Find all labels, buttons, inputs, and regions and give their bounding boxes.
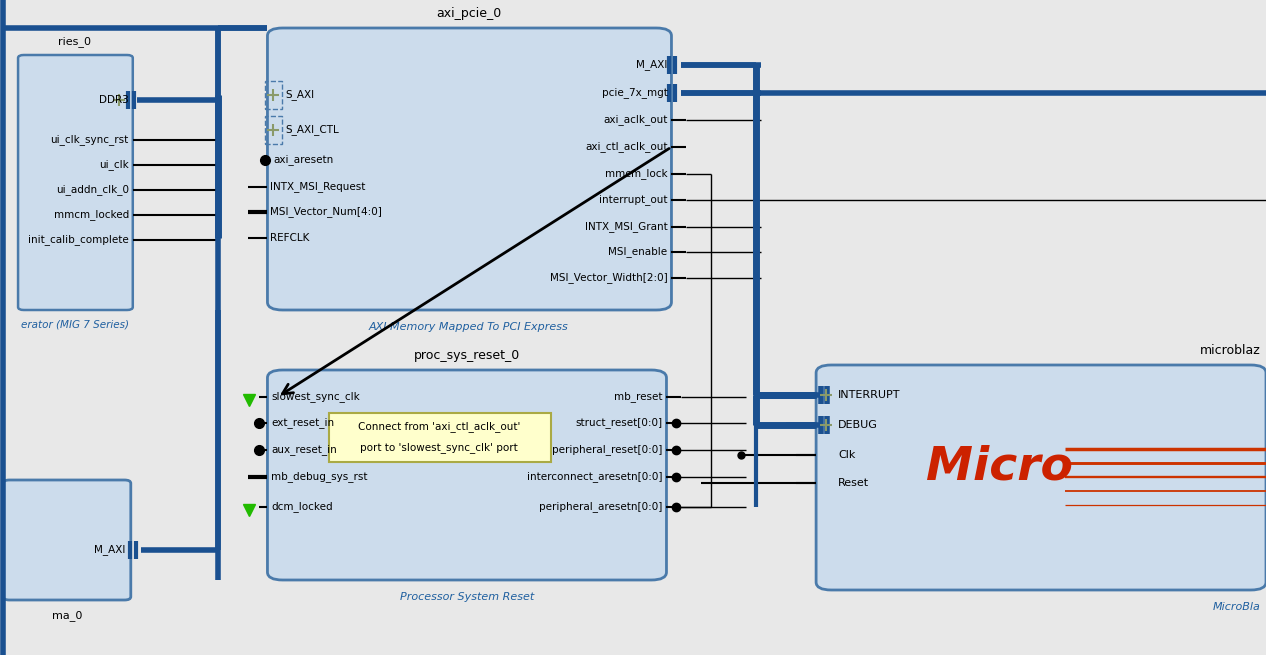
- FancyBboxPatch shape: [817, 365, 1266, 590]
- Text: MSI_Vector_Num[4:0]: MSI_Vector_Num[4:0]: [271, 206, 382, 217]
- Text: ext_reset_in: ext_reset_in: [271, 417, 334, 428]
- Text: INTX_MSI_Grant: INTX_MSI_Grant: [585, 221, 667, 233]
- Text: erator (MIG 7 Series): erator (MIG 7 Series): [22, 320, 129, 330]
- Text: init_calib_complete: init_calib_complete: [28, 234, 129, 246]
- Text: mmcm_locked: mmcm_locked: [53, 210, 129, 221]
- Text: axi_aclk_out: axi_aclk_out: [603, 115, 667, 126]
- Text: slowest_sync_clk: slowest_sync_clk: [271, 392, 361, 402]
- Text: peripheral_aresetn[0:0]: peripheral_aresetn[0:0]: [539, 502, 662, 512]
- Text: axi_aresetn: axi_aresetn: [273, 155, 334, 166]
- Text: S_AXI_CTL: S_AXI_CTL: [285, 124, 339, 136]
- Text: DDR3: DDR3: [99, 95, 129, 105]
- Text: aux_reset_in: aux_reset_in: [271, 445, 337, 455]
- Text: Connect from 'axi_ctl_aclk_out': Connect from 'axi_ctl_aclk_out': [358, 422, 520, 432]
- FancyBboxPatch shape: [3, 480, 130, 600]
- Text: ui_clk: ui_clk: [99, 160, 129, 170]
- Text: ui_clk_sync_rst: ui_clk_sync_rst: [51, 134, 129, 145]
- FancyBboxPatch shape: [18, 55, 133, 310]
- FancyBboxPatch shape: [267, 28, 671, 310]
- Text: MSI_enable: MSI_enable: [609, 246, 667, 257]
- FancyBboxPatch shape: [328, 413, 551, 462]
- Text: interconnect_aresetn[0:0]: interconnect_aresetn[0:0]: [527, 472, 662, 483]
- Text: MSI_Vector_Width[2:0]: MSI_Vector_Width[2:0]: [549, 272, 667, 284]
- Text: INTX_MSI_Request: INTX_MSI_Request: [271, 181, 366, 193]
- Text: Processor System Reset: Processor System Reset: [400, 592, 534, 602]
- Text: M_AXI: M_AXI: [636, 60, 667, 71]
- Text: port to 'slowest_sync_clk' port: port to 'slowest_sync_clk' port: [360, 443, 518, 453]
- Text: proc_sys_reset_0: proc_sys_reset_0: [414, 349, 520, 362]
- Text: Clk: Clk: [838, 450, 856, 460]
- Text: ma_0: ma_0: [52, 610, 82, 621]
- Text: peripheral_reset[0:0]: peripheral_reset[0:0]: [552, 445, 662, 455]
- Text: mb_debug_sys_rst: mb_debug_sys_rst: [271, 472, 368, 483]
- Text: AXI Memory Mapped To PCI Express: AXI Memory Mapped To PCI Express: [370, 322, 568, 332]
- Text: pcie_7x_mgt: pcie_7x_mgt: [601, 88, 667, 98]
- Text: axi_pcie_0: axi_pcie_0: [437, 7, 501, 20]
- Text: mmcm_lock: mmcm_lock: [605, 168, 667, 179]
- Text: Reset: Reset: [838, 478, 870, 488]
- Text: dcm_locked: dcm_locked: [271, 502, 333, 512]
- Text: interrupt_out: interrupt_out: [599, 195, 667, 206]
- Text: mb_reset: mb_reset: [614, 392, 662, 402]
- Text: Micro: Micro: [925, 445, 1072, 489]
- Text: struct_reset[0:0]: struct_reset[0:0]: [575, 417, 662, 428]
- FancyBboxPatch shape: [267, 370, 666, 580]
- Text: S_AXI: S_AXI: [285, 90, 314, 100]
- Text: MicroBla: MicroBla: [1213, 602, 1261, 612]
- Text: M_AXI: M_AXI: [95, 544, 125, 555]
- Text: microblaz: microblaz: [1200, 344, 1261, 357]
- Text: INTERRUPT: INTERRUPT: [838, 390, 900, 400]
- Text: axi_ctl_aclk_out: axi_ctl_aclk_out: [585, 141, 667, 153]
- Text: ries_0: ries_0: [58, 36, 91, 47]
- Text: REFCLK: REFCLK: [271, 233, 310, 243]
- Text: ui_addn_clk_0: ui_addn_clk_0: [56, 185, 129, 195]
- Text: DEBUG: DEBUG: [838, 420, 877, 430]
